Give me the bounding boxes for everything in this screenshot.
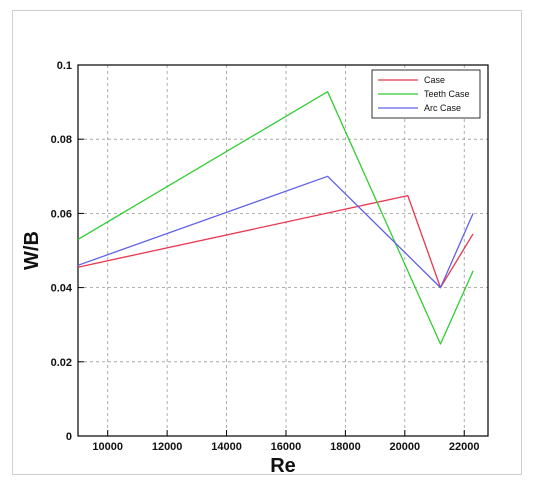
- legend: Case Teeth Case Arc Case: [371, 69, 481, 119]
- series-line-teeth-case: [77, 91, 474, 345]
- y-axis-title: W/B: [21, 231, 43, 270]
- series-layer: [77, 91, 474, 345]
- ticks: 10000 12000 14000 16000 18000 20000 22000 0 0.02…: [51, 60, 480, 453]
- x-tick-label: 20000: [390, 441, 421, 453]
- x-tick-label: 16000: [271, 441, 302, 453]
- y-tick-label: 0: [66, 431, 72, 443]
- y-tick-label: 0.08: [51, 134, 72, 146]
- legend-label: Teeth Case: [424, 89, 470, 99]
- x-tick-label: 22000: [449, 441, 480, 453]
- y-tick-label: 0.1: [57, 60, 72, 72]
- legend-label: Case: [424, 75, 445, 85]
- plot-area: [77, 64, 489, 437]
- y-tick-label: 0.02: [51, 357, 72, 369]
- x-tick-label: 12000: [152, 441, 183, 453]
- x-tick-label: 14000: [211, 441, 242, 453]
- x-tick-label: 18000: [330, 441, 361, 453]
- y-tick-label: 0.06: [51, 208, 72, 220]
- series-line-arc-case: [77, 175, 474, 289]
- series-line-case: [77, 194, 474, 289]
- grid: [78, 65, 488, 436]
- y-tick-label: 0.04: [51, 283, 73, 295]
- legend-label: Arc Case: [424, 103, 461, 113]
- x-axis-title: Re: [270, 455, 296, 477]
- x-tick-label: 10000: [92, 441, 123, 453]
